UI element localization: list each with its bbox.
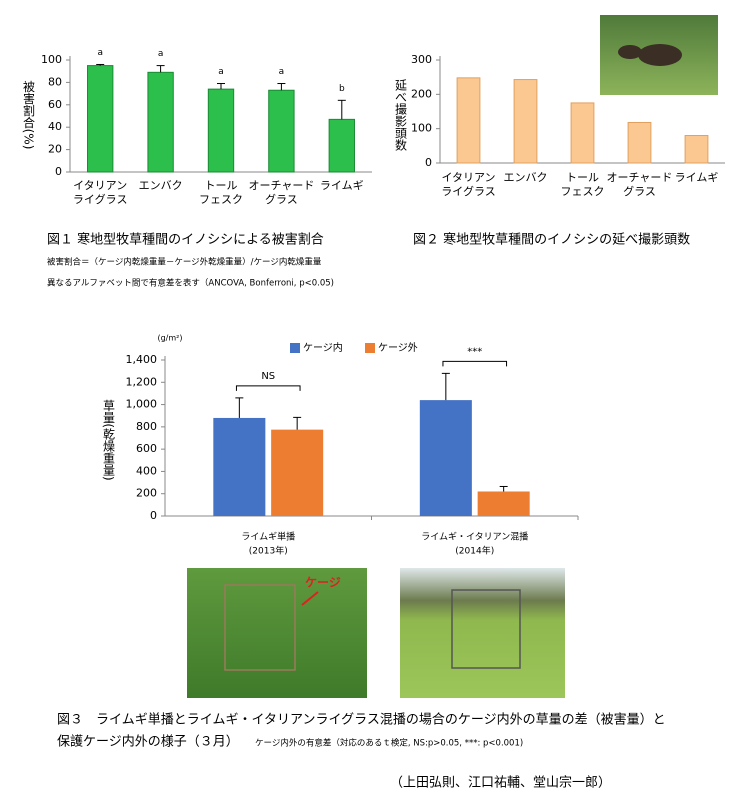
- y-tick-label: 1,200: [126, 375, 158, 388]
- y-tick-label: 80: [48, 75, 62, 88]
- bar: [207, 88, 235, 173]
- y-axis-label: 延べ撮影頭数: [394, 79, 408, 152]
- caption-note: 被害割合＝（ケージ内乾燥重量－ケージ外乾燥重量）/ケージ内乾燥重量: [47, 257, 322, 268]
- y-axis-label: 草量(乾燥重量): [102, 399, 116, 481]
- x-tick-label: オーチャード: [607, 171, 673, 184]
- x-tick-label: グラス: [623, 184, 656, 198]
- y-tick-label: 100: [411, 122, 432, 135]
- bar: [213, 417, 266, 516]
- x-tick-label: ライムギ: [320, 179, 364, 192]
- legend-label: ケージ内: [303, 341, 343, 354]
- x-tick-label: (2013年): [249, 545, 288, 557]
- y-tick-label: 200: [136, 487, 157, 500]
- authors: （上田弘則、江口祐輔、堂山宗一郎）: [390, 775, 611, 791]
- y-axis-label: 被害割合(%): [22, 80, 36, 149]
- boar-shape: [618, 45, 642, 59]
- bar: [328, 118, 355, 173]
- bar: [684, 135, 709, 164]
- x-tick-label: ライグラス: [73, 192, 128, 206]
- x-tick-label: ライムギ単播: [241, 531, 295, 543]
- legend-swatch: [290, 343, 300, 353]
- x-tick-label: エンバク: [504, 171, 548, 184]
- y-tick-label: 800: [136, 420, 157, 433]
- caption: 図３ ライムギ単播とライムギ・イタリアンライグラス混播の場合のケージ内外の草量の…: [57, 712, 666, 728]
- legend-swatch: [365, 343, 375, 353]
- x-tick-label: グラス: [265, 192, 298, 206]
- annotation: ***: [467, 346, 482, 357]
- x-tick-label: ライムギ・イタリアン混播: [421, 531, 528, 543]
- y-tick-label: 0: [55, 165, 62, 178]
- boar-shape: [638, 44, 682, 66]
- y-tick-label: 40: [48, 120, 62, 133]
- y-tick-label: 0: [150, 509, 157, 522]
- caption: 図２ 寒地型牧草種間のイノシシの延べ撮影頭数: [413, 232, 690, 248]
- bar: [147, 71, 174, 173]
- y-tick-label: 0: [425, 156, 432, 169]
- significance-letter: b: [339, 84, 345, 94]
- y-tick-label: 20: [48, 143, 62, 156]
- significance-letter: a: [279, 67, 285, 77]
- photo-rye: [187, 568, 367, 698]
- x-tick-label: (2014年): [455, 545, 494, 557]
- bar: [513, 79, 538, 164]
- annotation: NS: [261, 371, 275, 382]
- caption-note: 異なるアルファベット間で有意差を表す（ANCOVA, Bonferroni, p…: [47, 278, 334, 289]
- bar: [477, 491, 530, 516]
- bar: [627, 121, 652, 164]
- y-tick-label: 300: [411, 53, 432, 66]
- unit: (g/m²): [157, 334, 182, 343]
- legend-label: ケージ外: [378, 342, 418, 354]
- bar: [271, 429, 324, 516]
- y-tick-label: 100: [41, 53, 62, 66]
- x-tick-label: ライグラス: [441, 184, 496, 198]
- bar: [87, 65, 114, 173]
- y-tick-label: 1,400: [126, 353, 158, 366]
- cage: [451, 589, 521, 669]
- x-tick-label: イタリアン: [441, 171, 495, 184]
- x-tick-label: オーチャード: [248, 179, 314, 192]
- x-tick-label: イタリアン: [73, 179, 127, 192]
- x-tick-label: ライムギ: [675, 171, 719, 184]
- bar: [570, 102, 595, 164]
- x-tick-label: フェスク: [561, 185, 605, 198]
- caption: 保護ケージ内外の様子（３月）: [57, 734, 239, 750]
- caption: 図１ 寒地型牧草種間のイノシシによる被害割合: [47, 232, 324, 248]
- bar: [419, 400, 472, 516]
- caption-note: ケージ内外の有意差（対応のあるｔ検定, NS:p>0.05, ***: p<0.…: [255, 738, 523, 749]
- bar: [268, 89, 295, 173]
- bracket: [442, 360, 508, 367]
- y-tick-label: 60: [48, 98, 62, 111]
- photo-label: ケージ: [305, 576, 341, 590]
- significance-letter: a: [218, 67, 224, 77]
- y-tick-label: 400: [136, 464, 157, 477]
- y-tick-label: 600: [136, 442, 157, 455]
- x-tick-label: トール: [205, 179, 238, 192]
- x-tick-label: フェスク: [199, 193, 243, 206]
- cage: [224, 584, 296, 671]
- x-tick-label: トール: [566, 171, 599, 184]
- bracket: [235, 385, 301, 391]
- arrow: [301, 591, 319, 606]
- significance-letter: a: [158, 49, 164, 59]
- bar: [456, 77, 481, 164]
- x-tick-label: エンバク: [139, 179, 183, 192]
- y-tick-label: 200: [411, 87, 432, 100]
- y-tick-label: 1,000: [126, 398, 158, 411]
- significance-letter: a: [97, 48, 103, 58]
- photo-mixed: [400, 568, 565, 698]
